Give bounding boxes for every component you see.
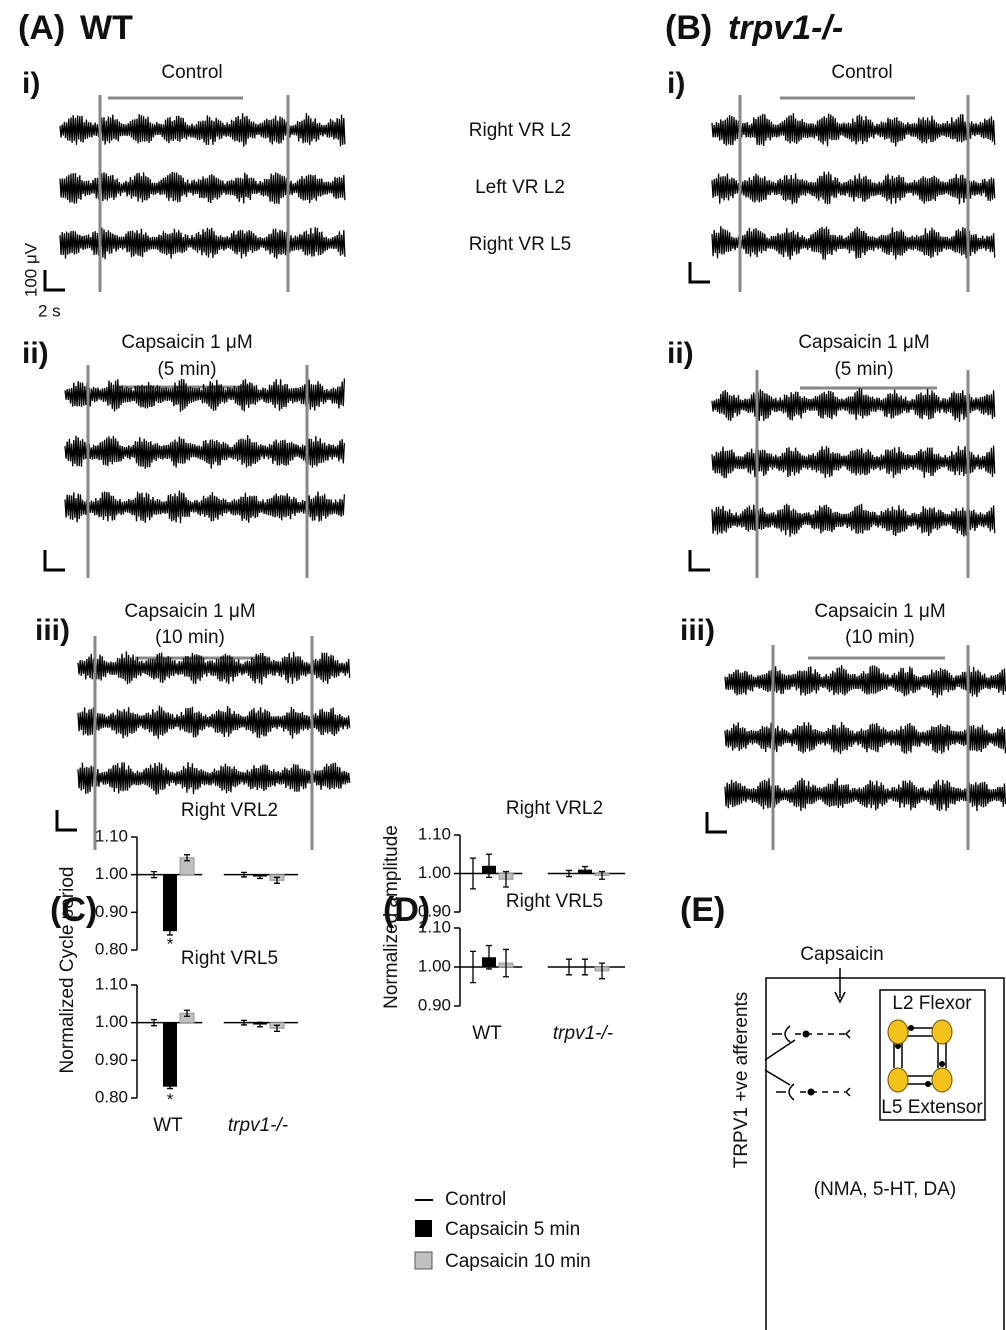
y-tick-label: 1.00 bbox=[95, 864, 128, 883]
y-tick-label: 0.90 bbox=[95, 1050, 128, 1069]
trace bbox=[65, 379, 344, 412]
condition-label: (5 min) bbox=[157, 359, 216, 380]
flexor-label: L2 Flexor bbox=[892, 993, 972, 1014]
section-numeral: iii) bbox=[680, 614, 715, 647]
trace bbox=[78, 706, 350, 739]
chart-title: Right VRL5 bbox=[181, 948, 278, 969]
panel-label: (B) bbox=[665, 9, 712, 47]
genotype: trpv1-/- bbox=[728, 9, 843, 47]
y-tick-label: 1.00 bbox=[418, 956, 451, 975]
stimulus: Capsaicin bbox=[800, 944, 883, 965]
trace bbox=[78, 651, 350, 684]
trace bbox=[712, 226, 995, 260]
condition-label: Capsaicin 1 μM bbox=[814, 601, 945, 622]
y-tick-label: 1.00 bbox=[418, 863, 451, 882]
trace bbox=[725, 665, 1006, 697]
legend-swatch bbox=[415, 1252, 432, 1269]
section-numeral: i) bbox=[667, 67, 685, 100]
y-tick-label: 0.80 bbox=[95, 939, 128, 958]
x-tick-label: WT bbox=[472, 1023, 502, 1044]
bar bbox=[163, 875, 177, 932]
trace bbox=[65, 435, 344, 469]
scale-bar bbox=[45, 270, 65, 290]
chart-title: Right VRL5 bbox=[506, 891, 603, 912]
root-label: Right VR L2 bbox=[469, 120, 571, 141]
y-tick-label: 0.90 bbox=[95, 902, 128, 921]
root-label: Right VR L5 bbox=[469, 234, 571, 255]
legend-label: Control bbox=[445, 1189, 506, 1210]
x-tick-label: trpv1-/- bbox=[553, 1023, 613, 1044]
legend-label: Capsaicin 5 min bbox=[445, 1219, 580, 1240]
condition-label: Capsaicin 1 μM bbox=[798, 332, 929, 353]
chart-title: Right VRL2 bbox=[506, 798, 603, 819]
drugs: (NMA, 5-HT, DA) bbox=[814, 1179, 957, 1200]
condition-label: Capsaicin 1 μM bbox=[124, 601, 255, 622]
scale-time: 2 s bbox=[38, 301, 61, 320]
panel-label: (E) bbox=[680, 891, 725, 929]
panel-label: (A) bbox=[18, 9, 65, 47]
scale-bar bbox=[45, 550, 65, 570]
scale-bar bbox=[57, 810, 77, 830]
section-numeral: i) bbox=[22, 67, 40, 100]
extensor-label: L5 Extensor bbox=[881, 1097, 983, 1118]
trace bbox=[712, 172, 995, 205]
chart-title: Right VRL2 bbox=[181, 800, 278, 821]
trace bbox=[60, 227, 345, 259]
condition-label: Capsaicin 1 μM bbox=[121, 332, 252, 353]
condition-label: (10 min) bbox=[155, 627, 225, 648]
trace bbox=[712, 446, 995, 478]
cpg-connections bbox=[765, 1026, 946, 1100]
trace bbox=[725, 778, 1006, 811]
section-numeral: ii) bbox=[22, 337, 49, 370]
cord-outline bbox=[766, 978, 1004, 1330]
trace bbox=[712, 504, 995, 537]
figure: (A) WT (B) trpv1-/- Right VR L2 Left VR … bbox=[0, 0, 1006, 1330]
trace bbox=[712, 113, 995, 146]
significance: * bbox=[167, 1090, 174, 1109]
condition-label: Control bbox=[831, 62, 892, 83]
legend-swatch bbox=[415, 1220, 432, 1237]
significance: * bbox=[167, 935, 174, 954]
condition-label: (10 min) bbox=[845, 627, 915, 648]
y-axis-label: Normalized Cycle period bbox=[57, 867, 78, 1074]
scale-bar bbox=[707, 812, 727, 832]
scale-bar bbox=[690, 262, 710, 282]
trace bbox=[78, 762, 350, 795]
trace bbox=[65, 491, 344, 524]
condition-label: Control bbox=[161, 62, 222, 83]
afferent-label: TRPV1 +ve afferents bbox=[731, 992, 752, 1169]
trace bbox=[725, 722, 1006, 754]
legend-label: Capsaicin 10 min bbox=[445, 1251, 591, 1272]
bar bbox=[163, 1023, 177, 1087]
y-tick-label: 0.90 bbox=[418, 995, 451, 1014]
scale-amplitude: 100 μV bbox=[21, 242, 40, 297]
y-tick-label: 0.80 bbox=[95, 1087, 128, 1106]
section-numeral: ii) bbox=[667, 337, 694, 370]
y-tick-label: 1.10 bbox=[418, 824, 451, 843]
y-tick-label: 1.00 bbox=[95, 1012, 128, 1031]
y-axis-label: Normalized amplitude bbox=[381, 825, 402, 1009]
x-tick-label: trpv1-/- bbox=[228, 1115, 288, 1136]
neurons bbox=[888, 1020, 952, 1092]
root-label: Left VR L2 bbox=[475, 177, 565, 198]
condition-label: (5 min) bbox=[834, 359, 893, 380]
y-tick-label: 1.10 bbox=[418, 917, 451, 936]
genotype: WT bbox=[80, 9, 133, 47]
trace bbox=[60, 113, 345, 147]
scale-bar bbox=[690, 550, 710, 570]
trace bbox=[60, 172, 345, 204]
trace bbox=[712, 388, 995, 422]
y-tick-label: 1.10 bbox=[95, 974, 128, 993]
x-tick-label: WT bbox=[153, 1115, 183, 1136]
y-tick-label: 1.10 bbox=[95, 826, 128, 845]
section-numeral: iii) bbox=[35, 614, 70, 647]
